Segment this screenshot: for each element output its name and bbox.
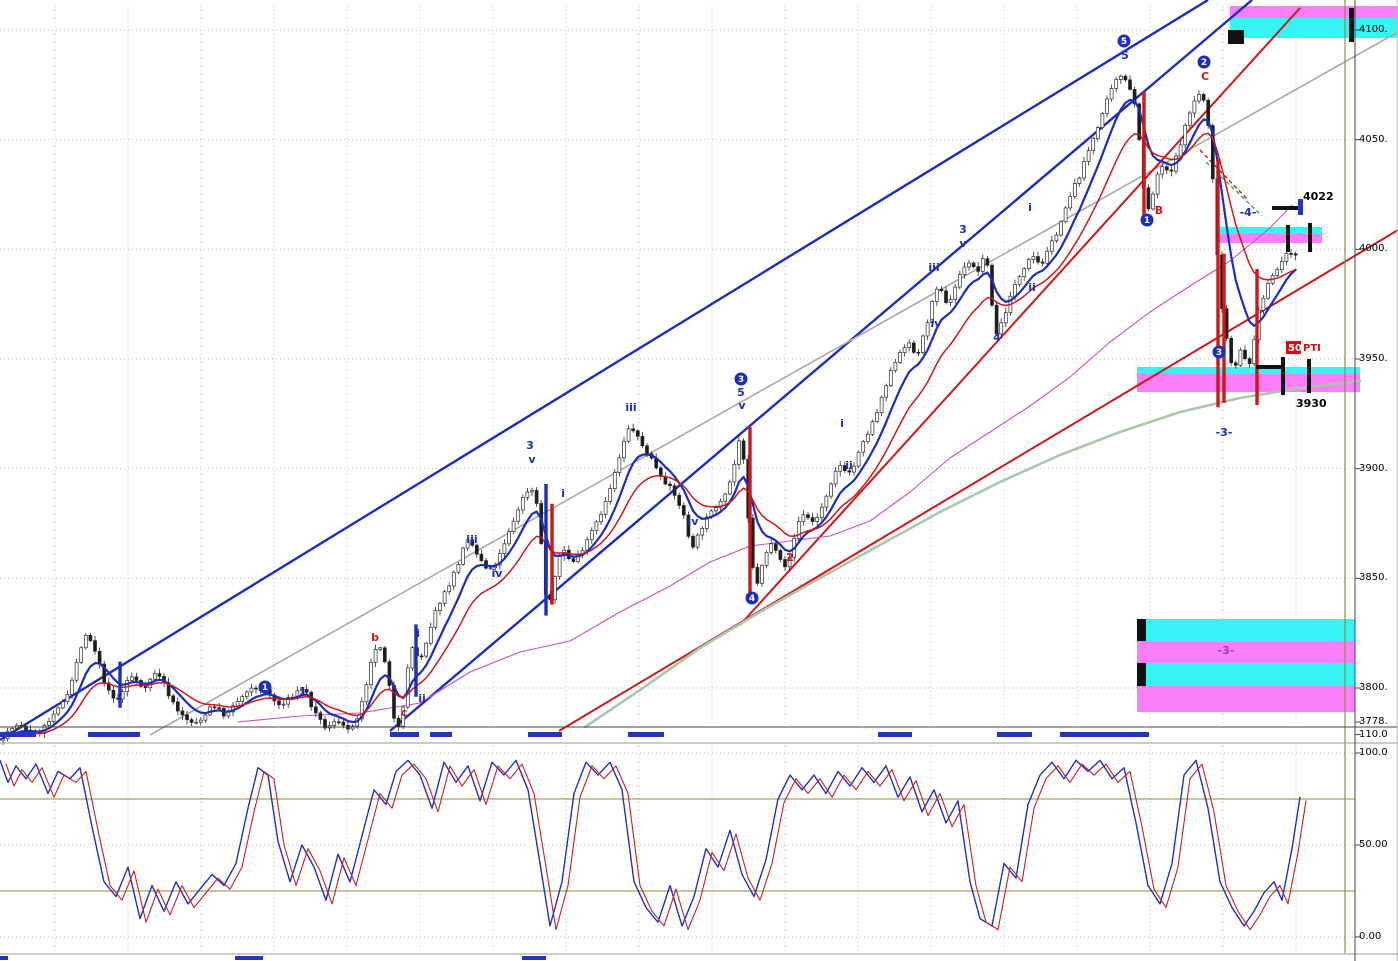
red-projection (1199, 149, 1249, 201)
price-callout: 3930 (1296, 397, 1327, 410)
wave-label: i (1028, 201, 1032, 214)
wave-label: v (738, 399, 746, 412)
wave-marker-circle: 3 (1212, 345, 1226, 359)
oscillator-series (0, 759, 1307, 931)
wave-label: iii (466, 533, 477, 546)
support-resistance-zones (1137, 6, 1398, 712)
wave-label: i (840, 417, 844, 430)
wave-label: i (561, 487, 565, 500)
ema-slow (16, 132, 1297, 737)
wave-marker-circle: 2 (1197, 55, 1211, 69)
wave-marker-circle: 1 (258, 680, 272, 694)
wave-label: 5 (737, 386, 745, 399)
wave-label: 3 (959, 223, 967, 236)
pti-value: 50 (1288, 343, 1302, 354)
wave-label: 5 (1121, 49, 1129, 62)
svg-text:1: 1 (1144, 216, 1150, 226)
wave-marker-circle: 5 (1117, 34, 1131, 48)
oscillator-reference-lines (0, 798, 1355, 892)
long-ma-line (583, 379, 1362, 729)
wave-label: v (528, 453, 536, 466)
svg-text:2: 2 (1201, 58, 1207, 68)
wave-label: iv (931, 317, 943, 330)
wave-label: 4 (993, 331, 1001, 344)
ema-lines (15, 98, 1297, 737)
zone-marker-bars (1137, 8, 1354, 686)
wave-label: iv (492, 567, 504, 580)
elliott-bias-strip (0, 732, 1149, 737)
lower-blue-channel (389, 0, 1253, 732)
wave-label: ii (845, 459, 853, 472)
signal-bars (118, 91, 1259, 708)
price-callouts: 4022 3930 (1296, 190, 1334, 410)
wave-label: B (1155, 204, 1163, 217)
wave-label: iii (928, 261, 939, 274)
wave-label: 3 (526, 439, 534, 452)
svg-text:4: 4 (749, 594, 755, 604)
wave-circles: 1 3 4 5 1 2 3 (258, 34, 1226, 694)
stoch-slow (5, 763, 1307, 931)
pti-label: 50 PTI (1286, 341, 1321, 354)
wave-label: -3- (1218, 644, 1235, 657)
wave-label: iii (625, 401, 636, 414)
ema-fast (15, 98, 1297, 735)
wave-label: iv (688, 515, 700, 528)
stoch-fast (0, 759, 1301, 927)
wave-label: ii (1028, 281, 1036, 294)
upper-blue-channel (0, 0, 1209, 742)
wave-marker-circle: 4 (745, 591, 759, 605)
wave-label: c (401, 706, 408, 719)
wave-marker-circle: 1 (1140, 213, 1154, 227)
pane-dividers (0, 726, 1398, 955)
wave-labels: 1bciiiiiiiv3viiiiiv5v2iiiiiiiv3v4iii5BC-… (299, 49, 1256, 719)
wave-label: -3- (1216, 426, 1233, 439)
axis-frame[interactable] (1354, 0, 1398, 961)
wave-label: i (416, 627, 420, 640)
svg-text:5: 5 (1121, 37, 1127, 47)
wave-marker-circle: 3 (734, 372, 748, 386)
wave-label: ii (418, 692, 426, 705)
wave-label: 1 (299, 685, 307, 698)
price-callout: 4022 (1303, 190, 1334, 203)
moving-averages (237, 204, 1362, 729)
wave-label: b (371, 631, 379, 644)
wave-label: v (959, 237, 967, 250)
wave-label: -4- (1240, 206, 1257, 219)
bottom-scroll-ticks[interactable] (0, 956, 546, 960)
wave-label: C (1201, 70, 1209, 83)
svg-text:1: 1 (262, 683, 268, 693)
pti-text: PTI (1303, 343, 1321, 354)
svg-text:3: 3 (738, 375, 744, 385)
svg-text:3: 3 (1216, 348, 1222, 358)
wave-label: 2 (786, 551, 794, 564)
green-projection (1205, 161, 1263, 217)
mid-ma-line (237, 204, 1293, 723)
